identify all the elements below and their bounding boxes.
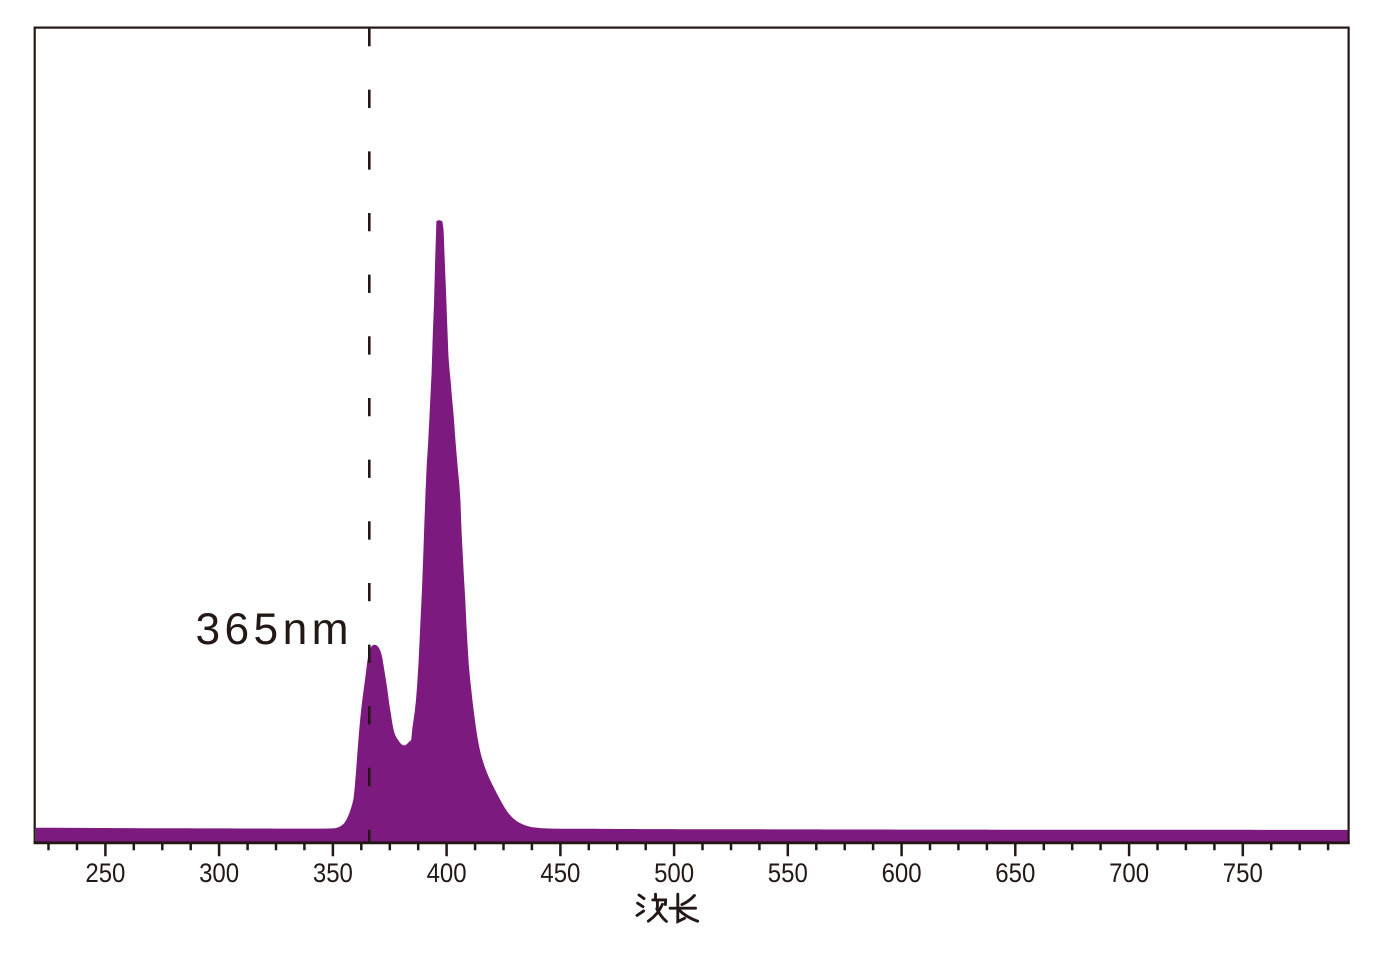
- svg-text:450: 450: [540, 858, 580, 888]
- svg-text:500: 500: [654, 858, 694, 888]
- svg-text:550: 550: [768, 858, 808, 888]
- svg-text:400: 400: [427, 858, 467, 888]
- svg-text:250: 250: [85, 858, 125, 888]
- svg-text:700: 700: [1109, 858, 1149, 888]
- svg-text:600: 600: [882, 858, 922, 888]
- svg-text:300: 300: [199, 858, 239, 888]
- svg-text:365nm: 365nm: [196, 605, 349, 654]
- svg-text:350: 350: [313, 858, 353, 888]
- svg-text:650: 650: [995, 858, 1035, 888]
- svg-text:750: 750: [1223, 858, 1263, 888]
